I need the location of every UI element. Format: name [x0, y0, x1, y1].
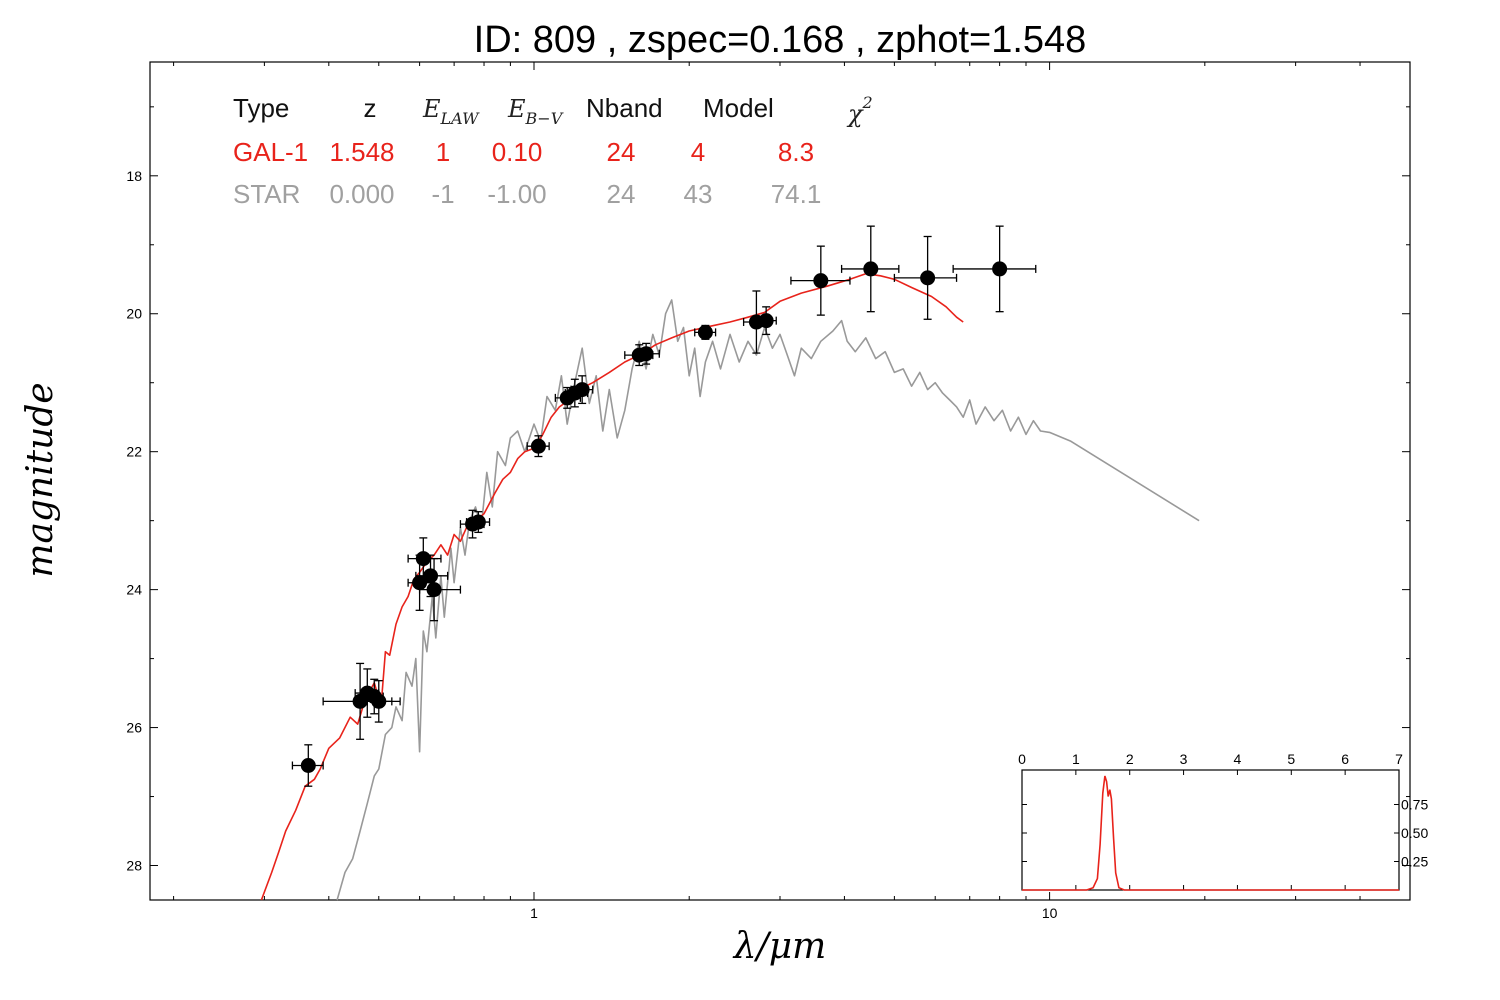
y-tick-label: 28 [126, 858, 142, 874]
inset-pdz-line [1022, 775, 1399, 891]
ebv-sub: B−V [525, 109, 564, 128]
photometry-point [418, 557, 462, 622]
inset-y-tick-label: 0.25 [1401, 854, 1428, 870]
photometry-point [570, 375, 594, 405]
table-cell: -1 [431, 179, 454, 209]
y-tick-label: 24 [126, 582, 142, 598]
photometry-marker [813, 273, 829, 289]
table-cell: 74.1 [771, 179, 822, 209]
table-header-chi2: χ2 [846, 93, 873, 128]
table-cell: 43 [684, 179, 713, 209]
photometry-marker [300, 758, 316, 774]
photometry-marker [530, 438, 546, 454]
table-cell: 1.548 [329, 137, 394, 167]
photometry-point [366, 680, 393, 723]
inset-ticks: 0 1 2 3 4 5 6 7 0.25 0.50 0.75 [1018, 751, 1428, 890]
photometry-point [465, 511, 491, 534]
photometry-marker [371, 693, 387, 709]
photometry-marker [863, 261, 879, 277]
table-cell: 8.3 [778, 137, 814, 167]
photometry-point [952, 225, 1037, 313]
y-axis-label: magnitude [20, 382, 61, 577]
photometry-points [291, 225, 1037, 787]
table-cell: -1.00 [487, 179, 546, 209]
photometry-marker [758, 313, 774, 329]
table-cell: 4 [691, 137, 705, 167]
table-rows: GAL-1 1.548 1 0.10 24 4 8.3 STAR 0.000 -1 -1.00 24 4… [233, 137, 821, 209]
table-header-ebv: EB−V [507, 95, 564, 128]
elaw-sub: LAW [440, 109, 481, 128]
inset-y-tick-label: 0.75 [1401, 797, 1428, 813]
inset-x-tick-label: 1 [1072, 751, 1080, 767]
photometry-marker [470, 514, 486, 530]
chart-title: ID: 809 , zspec=0.168 , zphot=1.548 [474, 19, 1087, 61]
fit-table: Type z ELAW EB−V Nband Model χ2 GAL-1 1.5… [233, 93, 873, 209]
y-tick-label: 18 [126, 168, 142, 184]
photometry-point [291, 744, 324, 787]
x-tick-label: 1 [530, 905, 538, 921]
photometry-point [840, 225, 900, 313]
table-header-z: z [364, 93, 377, 123]
inset-x-tick-label: 3 [1180, 751, 1188, 767]
photometry-marker [415, 551, 431, 567]
y-tick-label: 26 [126, 720, 142, 736]
x-tick-label: 10 [1042, 905, 1058, 921]
photometry-point [790, 245, 851, 316]
inset-x-tick-label: 5 [1287, 751, 1295, 767]
table-header-type: Type [233, 93, 289, 123]
chi-main: χ [846, 100, 864, 128]
photometry-marker [426, 582, 442, 598]
table-cell: 1 [436, 137, 450, 167]
table-cell: 24 [607, 137, 636, 167]
inset-frame [1021, 769, 1400, 891]
table-header-elaw: ELAW [422, 95, 480, 128]
inset-x-tick-label: 2 [1126, 751, 1134, 767]
photometry-marker [574, 382, 590, 398]
chi-sup: 2 [862, 93, 873, 112]
table-cell: 0.10 [492, 137, 543, 167]
x-axis-ticks: 1 10 [530, 62, 1058, 921]
photometry-point [755, 306, 777, 336]
inset-y-tick-label: 0.50 [1401, 825, 1428, 841]
photometry-point [526, 435, 550, 458]
pdz-inset: 0 1 2 3 4 5 6 7 0.25 0.50 0.75 [1018, 751, 1428, 891]
elaw-main: E [422, 95, 441, 123]
inset-x-tick-label: 7 [1395, 751, 1403, 767]
table-cell: STAR [233, 179, 300, 209]
table-cell: GAL-1 [233, 137, 308, 167]
minor-ticks [173, 62, 1361, 900]
photometry-marker [638, 346, 654, 362]
photometry-marker [992, 261, 1008, 277]
photometry-point [893, 235, 958, 320]
table-header-model: Model [703, 93, 774, 123]
y-tick-label: 22 [126, 444, 142, 460]
photometry-marker [697, 324, 713, 340]
galaxy-model-line [260, 272, 964, 901]
inset-pdz-curve [1022, 775, 1399, 891]
photometry-point [634, 342, 660, 365]
inset-x-tick-label: 0 [1018, 751, 1026, 767]
y-tick-label: 20 [126, 306, 142, 322]
photometry-marker [423, 568, 439, 584]
inset-x-tick-label: 6 [1341, 751, 1349, 767]
table-cell: 24 [607, 179, 636, 209]
photometry-marker [920, 270, 936, 286]
inset-x-tick-label: 4 [1234, 751, 1242, 767]
table-header-nband: Nband [586, 93, 663, 123]
ebv-main: E [507, 95, 526, 123]
photometry-point [694, 324, 717, 340]
x-axis-label: λ/μm [732, 926, 826, 967]
table-cell: 0.000 [329, 179, 394, 209]
